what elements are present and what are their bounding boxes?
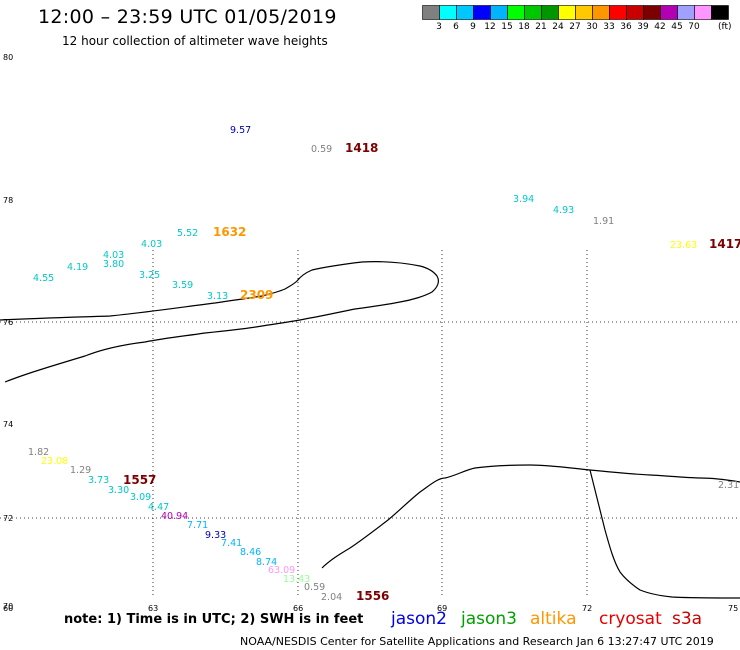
longitude-label: 66: [293, 604, 303, 613]
wave-height-label: 3.30: [108, 485, 129, 496]
longitude-label: 69: [437, 604, 447, 613]
wave-height-label: 0.59: [304, 582, 325, 593]
latitude-label: 72: [3, 514, 13, 523]
wave-count-label: 1632: [213, 225, 246, 239]
wave-count-label: 1556: [356, 589, 389, 603]
wave-height-label: 1.82: [28, 447, 49, 458]
map-subtitle: 12 hour collection of altimeter wave hei…: [62, 34, 328, 48]
wave-height-label: 8.74: [256, 557, 277, 568]
longitude-label: 63: [148, 604, 158, 613]
wave-height-label: 9.33: [205, 530, 226, 541]
wave-height-label: 3.80: [103, 259, 124, 270]
scale-tick-label: 6: [453, 22, 459, 32]
scale-tick-label: 18: [518, 22, 530, 32]
wave-height-label: 3.59: [172, 280, 193, 291]
wave-height-label: 13.43: [283, 574, 310, 585]
landmass-north: [0, 261, 439, 383]
scale-tick-label: 33: [603, 22, 615, 32]
wave-height-label: 7.71: [187, 520, 208, 531]
scale-tick-label: 21: [535, 22, 547, 32]
scale-tick-label: 27: [569, 22, 581, 32]
latitude-label: 70: [3, 602, 13, 611]
wave-count-label: 1418: [345, 141, 378, 155]
longitude-label: 72: [582, 604, 592, 613]
wave-height-label: 3.94: [513, 194, 534, 205]
observation-labels: 9.57 0.59 1418 3.94 4.93 1.91 23.63 1417 4.03 5.5…: [28, 125, 740, 603]
wave-height-label: 23.63: [670, 240, 697, 251]
wave-height-label: 2.31: [718, 480, 739, 491]
wave-count-label: 2309: [240, 288, 273, 302]
wave-height-label: 4.55: [33, 273, 54, 284]
coastline: [0, 261, 740, 599]
scale-tick-label: 70: [688, 22, 700, 32]
footer-credit: NOAA/NESDIS Center for Satellite Applica…: [240, 635, 714, 648]
scale-swatch: [711, 5, 729, 20]
wave-height-label: 2.04: [321, 592, 342, 603]
scale-tick-label: 39: [637, 22, 649, 32]
wave-height-label: 63.09: [268, 565, 295, 576]
longitude-label: 60: [3, 604, 13, 613]
footer-note: note: 1) Time is in UTC; 2) SWH is in fe…: [64, 612, 364, 627]
wave-height-label: 0.59: [311, 144, 332, 155]
wave-height-label: 1.91: [593, 216, 614, 227]
map-title: 12:00 – 23:59 UTC 01/05/2019: [38, 6, 337, 28]
scale-tick-label: 30: [586, 22, 598, 32]
wave-height-label: 5.52: [177, 228, 198, 239]
scale-tick-label: 24: [552, 22, 564, 32]
wave-height-label: 3.73: [88, 475, 109, 486]
wave-height-label: 23.08: [41, 456, 68, 467]
coast-south: [321, 464, 740, 569]
wave-height-label: 9.57: [230, 125, 251, 136]
wave-height-label: 8.46: [240, 547, 261, 558]
wave-height-label: 4.47: [148, 502, 169, 513]
wave-count-label: 1557: [123, 473, 156, 487]
wave-count-label: 1417: [709, 237, 740, 251]
color-scale-bar: [422, 5, 729, 20]
scale-tick-label: 15: [501, 22, 513, 32]
coast-southeast: [589, 469, 740, 599]
color-scale-unit: (ft): [718, 22, 732, 32]
wave-height-label: 7.41: [221, 538, 242, 549]
wave-height-label: 3.09: [130, 492, 151, 503]
scale-tick-label: 36: [620, 22, 632, 32]
scale-tick-label: 12: [484, 22, 496, 32]
satellite-jason2: jason2: [391, 609, 447, 629]
wave-height-label: 3.13: [207, 291, 228, 302]
latitude-label: 78: [3, 196, 13, 205]
latitude-label: 74: [3, 420, 13, 429]
latitude-label: 76: [3, 318, 13, 327]
scale-tick-label: 3: [436, 22, 442, 32]
wave-height-label: 3.25: [139, 270, 160, 281]
wave-height-label: 4.93: [553, 205, 574, 216]
wave-height-label: 4.19: [67, 262, 88, 273]
wave-height-label: 1.29: [70, 465, 91, 476]
satellite-cryosat: cryosat: [599, 609, 662, 629]
wave-height-label: 4.03: [141, 239, 162, 250]
wave-height-label: 40.94: [161, 511, 188, 522]
satellite-altika: altika: [530, 609, 577, 629]
color-scale-legend: 3 6 9 12 15 18 21 24 27 30 33 36 39 42 45 70 (ft): [422, 5, 732, 32]
wave-height-label: 4.03: [103, 250, 124, 261]
satellite-jason3: jason3: [461, 609, 517, 629]
satellite-s3a: s3a: [672, 609, 703, 629]
scale-tick-label: 45: [671, 22, 683, 32]
scale-tick-label: 9: [470, 22, 476, 32]
scale-tick-label: 42: [654, 22, 666, 32]
longitude-label: 75: [728, 604, 738, 613]
latitude-label: 80: [3, 53, 13, 62]
